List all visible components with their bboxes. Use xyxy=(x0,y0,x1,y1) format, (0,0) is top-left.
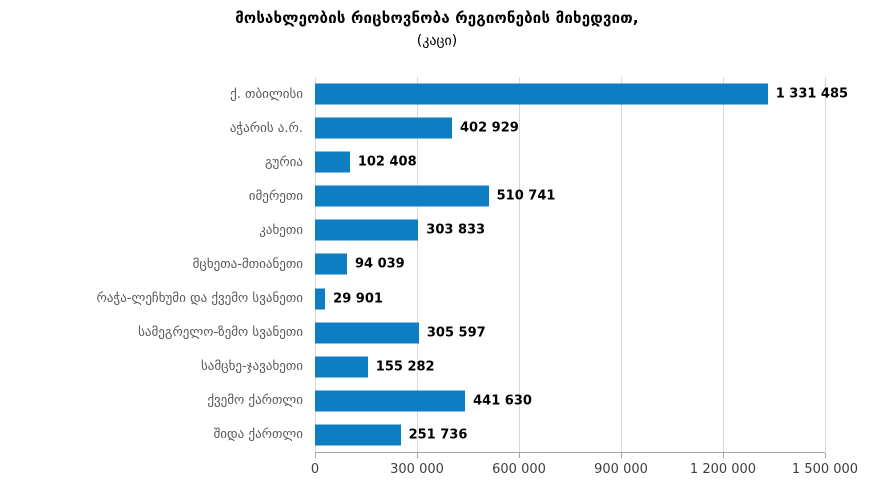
category-label: აჭარის ა.რ. xyxy=(229,120,303,136)
value-label: 102 408 xyxy=(357,154,417,170)
bar xyxy=(315,322,419,344)
category-label: კახეთი xyxy=(259,222,303,238)
value-label: 251 736 xyxy=(408,427,468,443)
bar-track: 102 408 xyxy=(315,145,825,179)
bar-row: მცხეთა-მთიანეთი 94 039 xyxy=(0,247,874,281)
value-label: 29 901 xyxy=(333,291,383,306)
bar xyxy=(315,151,350,173)
gridline xyxy=(621,77,622,452)
bar-track: 305 597 xyxy=(315,316,825,350)
bar-track: 303 833 xyxy=(315,213,825,247)
bar-track: 441 630 xyxy=(315,384,825,418)
bar-track: 402 929 xyxy=(315,111,825,145)
x-axis: 0 300 000 600 000 900 000 1 200 000 1 500 000 xyxy=(311,452,858,483)
chart-subtitle: (კაცი) xyxy=(416,33,458,49)
category-label: გურია xyxy=(264,154,303,170)
gridline xyxy=(519,77,520,452)
bar xyxy=(315,390,466,412)
value-label: 510 741 xyxy=(496,188,556,204)
x-axis-tick-mark xyxy=(825,453,826,458)
bar-rows: ქ. თბილისი 1 331 485 აჭარის ა.რ. 402 929 გურ… xyxy=(0,77,874,452)
value-label: 402 929 xyxy=(459,120,519,136)
x-axis-tick-label: 1 500 000 xyxy=(791,462,859,477)
bar-row: გურია 102 408 xyxy=(0,145,874,179)
gridline xyxy=(723,77,724,452)
value-label: 441 630 xyxy=(473,393,532,409)
bar-track: 29 901 xyxy=(315,281,825,315)
bar-row: კახეთი 303 833 xyxy=(0,213,874,247)
value-label: 155 282 xyxy=(375,359,435,375)
bar xyxy=(315,356,368,378)
category-label: მცხეთა-მთიანეთი xyxy=(192,256,303,272)
bar-row: რაჭა-ლეჩხუმი და ქვემო სვანეთი 29 901 xyxy=(0,281,874,315)
bar xyxy=(315,253,347,275)
x-axis-tick-mark xyxy=(723,453,724,458)
value-label: 303 833 xyxy=(426,222,486,238)
bar-track: 94 039 xyxy=(315,247,825,281)
x-axis-tick-mark xyxy=(519,453,520,458)
category-label: რაჭა-ლეჩხუმი და ქვემო სვანეთი xyxy=(96,291,303,306)
bar-row: სამეგრელო-ზემო სვანეთი 305 597 xyxy=(0,316,874,350)
x-axis-tick-mark xyxy=(621,453,622,458)
x-axis-tick-mark xyxy=(315,453,316,458)
category-label: ქ. თბილისი xyxy=(230,86,303,102)
x-axis-tick-mark xyxy=(417,453,418,458)
bar-track: 251 736 xyxy=(315,418,825,452)
x-axis-tick-label: 300 000 xyxy=(390,462,444,477)
bar-row: ქვემო ქართლი 441 630 xyxy=(0,384,874,418)
value-label: 305 597 xyxy=(426,325,486,341)
bar-row: შიდა ქართლი 251 736 xyxy=(0,418,874,452)
category-label: იმერეთი xyxy=(248,188,303,204)
x-axis-tick-label: 0 xyxy=(310,462,320,477)
bar xyxy=(315,288,326,309)
bar-row: აჭარის ა.რ. 402 929 xyxy=(0,111,874,145)
category-label: შიდა ქართლი xyxy=(213,427,303,443)
bar xyxy=(315,83,768,105)
bar-row: იმერეთი 510 741 xyxy=(0,179,874,213)
bar-track: 155 282 xyxy=(315,350,825,384)
chart-title: მოსახლეობის რიცხოვნობა რეგიონების მიხედვ… xyxy=(235,9,639,27)
category-label: სამეგრელო-ზემო სვანეთი xyxy=(138,325,303,341)
value-label: 94 039 xyxy=(354,256,405,272)
x-axis-tick-label: 600 000 xyxy=(492,462,546,477)
bar-row: სამცხე-ჯავახეთი 155 282 xyxy=(0,350,874,384)
bar xyxy=(315,424,401,446)
bar-track: 510 741 xyxy=(315,179,825,213)
category-label: სამცხე-ჯავახეთი xyxy=(200,359,303,375)
gridline xyxy=(417,77,418,452)
x-axis-tick-label: 900 000 xyxy=(594,462,648,477)
bar xyxy=(315,219,419,241)
value-label: 1 331 485 xyxy=(775,86,849,102)
gridline xyxy=(825,77,826,452)
bar-row: ქ. თბილისი 1 331 485 xyxy=(0,77,874,111)
category-label: ქვემო ქართლი xyxy=(207,393,303,409)
bar xyxy=(315,185,489,207)
bar-track: 1 331 485 xyxy=(315,77,848,111)
bar xyxy=(315,117,452,139)
x-axis-tick-label: 1 200 000 xyxy=(689,462,757,477)
